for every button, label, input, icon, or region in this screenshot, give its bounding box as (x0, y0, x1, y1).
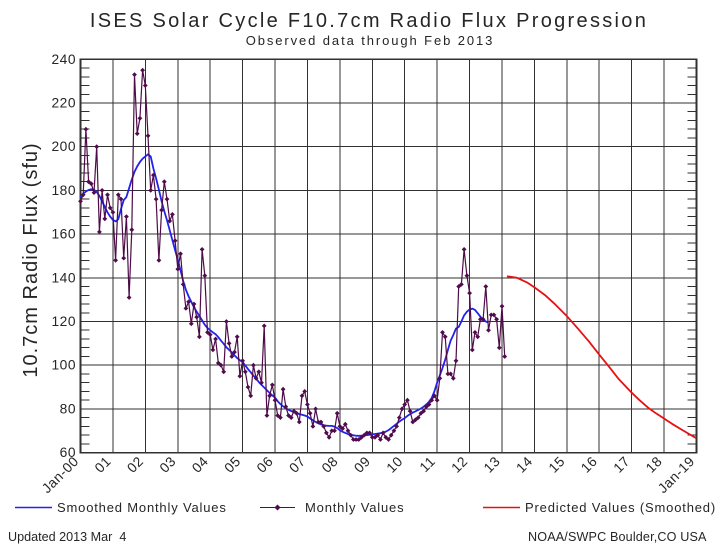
svg-text:10.7cm Radio Flux (sfu): 10.7cm Radio Flux (sfu) (20, 142, 42, 377)
svg-text:200: 200 (51, 139, 76, 154)
svg-text:60: 60 (60, 445, 76, 460)
svg-text:80: 80 (60, 401, 76, 416)
svg-text:Smoothed Monthly Values: Smoothed Monthly Values (57, 500, 227, 515)
svg-text:Updated 2013 Mar 4: Updated 2013 Mar 4 (8, 530, 126, 544)
svg-text:220: 220 (51, 96, 76, 111)
svg-text:100: 100 (51, 358, 76, 373)
svg-text:ISES Solar Cycle F10.7cm Radio: ISES Solar Cycle F10.7cm Radio Flux Prog… (90, 10, 648, 32)
svg-text:Monthly Values: Monthly Values (305, 500, 404, 515)
svg-text:NOAA/SWPC Boulder,CO USA: NOAA/SWPC Boulder,CO USA (528, 530, 707, 544)
svg-text:240: 240 (51, 52, 76, 67)
svg-text:Observed data through Feb 2013: Observed data through Feb 2013 (246, 33, 495, 48)
svg-text:140: 140 (51, 270, 76, 285)
svg-text:120: 120 (51, 314, 76, 329)
svg-text:180: 180 (51, 183, 76, 198)
svg-text:Predicted Values (Smoothed): Predicted Values (Smoothed) (525, 500, 716, 515)
svg-text:160: 160 (51, 227, 76, 242)
